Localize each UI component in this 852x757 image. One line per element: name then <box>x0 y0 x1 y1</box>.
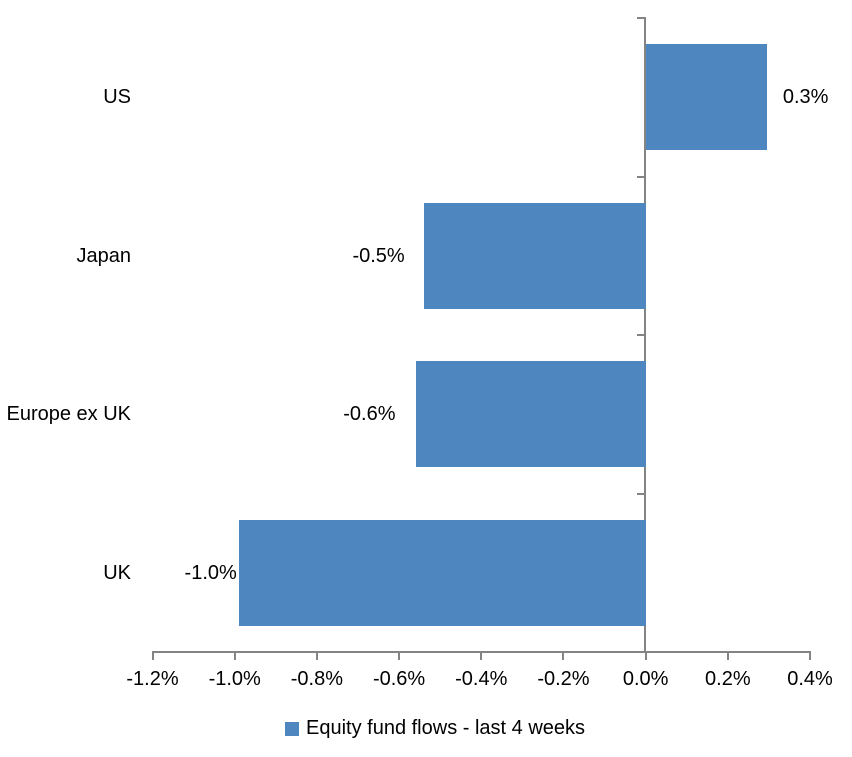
x-axis-tick <box>809 652 811 660</box>
bar-japan <box>423 202 646 309</box>
x-axis-tick-label: 0.4% <box>787 668 833 690</box>
data-label-uk: -1.0% <box>184 561 237 584</box>
y-axis-tick <box>637 334 646 336</box>
x-axis-tick <box>398 652 401 660</box>
y-axis-tick <box>637 651 646 653</box>
x-axis-tick-label: -0.6% <box>372 668 426 690</box>
category-label-uk: UK <box>103 561 131 584</box>
x-axis-tick-label: 0.0% <box>622 668 669 690</box>
x-axis-tick <box>233 652 236 660</box>
y-axis-tick <box>637 492 646 495</box>
y-axis-tick <box>637 175 646 178</box>
category-label-europe-ex-uk: Europe ex UK <box>6 403 131 426</box>
x-axis-tick-label: -0.4% <box>455 668 508 690</box>
category-label-us: US <box>103 86 131 109</box>
x-axis-tick-label: -0.8% <box>290 668 343 690</box>
x-axis-tick-label: 0.2% <box>705 668 751 690</box>
x-axis-tick-label: -0.2% <box>537 668 590 690</box>
y-axis-tick <box>637 17 646 19</box>
data-label-europe-ex-uk: -0.6% <box>343 403 396 426</box>
x-axis-tick <box>480 652 483 660</box>
x-axis-tick-label: -1.2% <box>126 668 179 690</box>
x-axis-tick <box>644 652 647 660</box>
bar-uk <box>238 519 646 626</box>
x-axis-tick-label: -1.0% <box>208 668 261 690</box>
x-axis-tick <box>315 652 318 660</box>
data-label-japan: -0.5% <box>352 244 405 267</box>
category-label-japan: Japan <box>76 244 132 267</box>
data-label-us: 0.3% <box>782 86 829 109</box>
x-axis-tick <box>562 652 565 660</box>
x-axis-tick <box>726 652 729 660</box>
bar-us <box>645 44 767 151</box>
x-axis-tick <box>151 652 154 660</box>
bar-europe-ex-uk <box>415 361 646 468</box>
